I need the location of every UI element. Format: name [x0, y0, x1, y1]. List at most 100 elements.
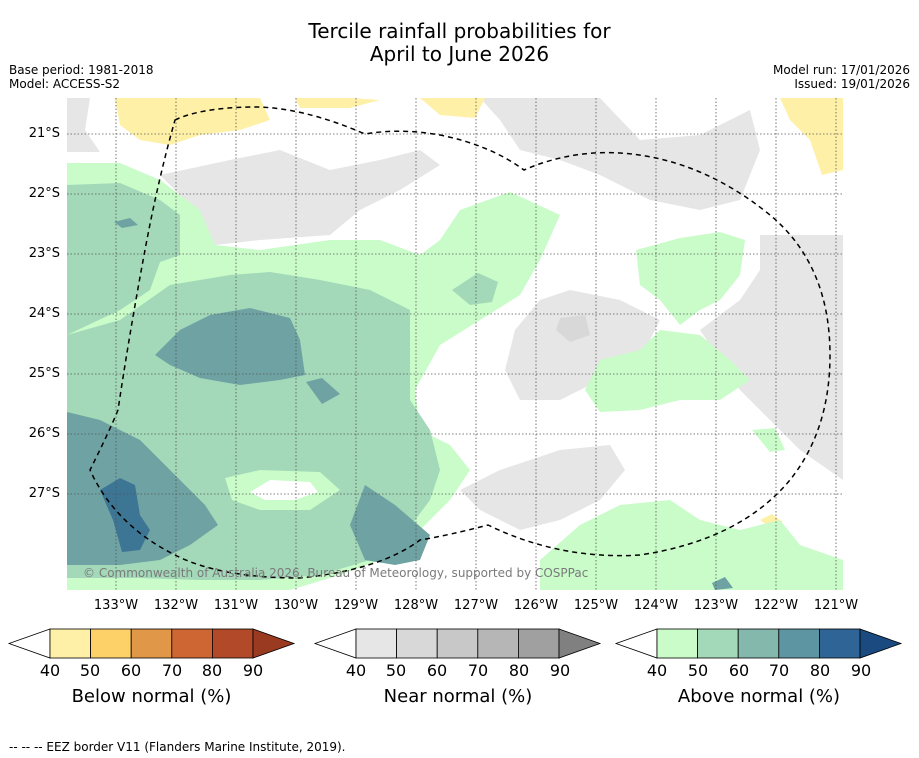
lat-label-23s: 23°S [28, 246, 60, 261]
cbar3-label: Above normal (%) [677, 686, 841, 707]
cbar1-segment-5 [211, 628, 254, 659]
above-normal-60-center [155, 308, 305, 385]
cbar1-tick-90: 90 [242, 661, 264, 680]
lat-label-27s: 27°S [28, 486, 60, 501]
cbar3-extend-high [859, 628, 903, 659]
cbar1-segment-1 [49, 628, 91, 659]
cbar1-segment-3 [130, 628, 173, 659]
lon-label-121w: 121°W [813, 598, 859, 613]
gridlines [67, 98, 843, 590]
above-normal-60-s [350, 485, 430, 565]
above-normal-50-blob [452, 273, 498, 305]
below-normal-region-ne [780, 98, 843, 175]
cbar2-tick-40: 40 [345, 661, 367, 680]
cbar3-segment-3 [737, 628, 780, 659]
cbar3-extend-low [614, 628, 658, 659]
no-signal-hole [250, 480, 318, 500]
above-normal-60-se [712, 577, 733, 590]
lon-label-129w: 129°W [333, 598, 379, 613]
cbar3-tick-70: 70 [768, 661, 790, 680]
lat-label-21s: 21°S [28, 126, 60, 141]
lon-label-130w: 130°W [273, 598, 319, 613]
near-normal-region-south [460, 445, 625, 530]
cbar2-label: Near normal (%) [383, 686, 533, 707]
cbar2-segment-2 [396, 628, 438, 659]
lat-label-24s: 24°S [28, 306, 60, 321]
cbar1-segment-4 [171, 628, 213, 659]
lon-label-132w: 132°W [153, 598, 199, 613]
above-normal-60-sw [67, 412, 218, 565]
base-period: Base period: 1981-2018 [9, 63, 154, 77]
lon-label-126w: 126°W [513, 598, 559, 613]
lon-label-122w: 122°W [753, 598, 799, 613]
cbar3-segment-5 [819, 628, 861, 659]
eez-border [89, 106, 831, 579]
cbar2-segment-5 [518, 628, 560, 659]
lat-label-26s: 26°S [28, 426, 60, 441]
cbar2-segment-3 [436, 628, 479, 659]
lon-label-127w: 127°W [453, 598, 499, 613]
cbar1-tick-80: 80 [201, 661, 223, 680]
above-normal-40-east [636, 232, 745, 325]
model-name: Model: ACCESS-S2 [9, 77, 121, 91]
cbar2-tick-50: 50 [385, 661, 407, 680]
lat-label-22s: 22°S [28, 186, 60, 201]
cbar2-extend-high [558, 628, 602, 659]
above-normal-40-se [540, 500, 843, 590]
cbar2-tick-90: 90 [549, 661, 571, 680]
cbar1-segment-2 [90, 628, 132, 659]
below-normal-region-n2 [420, 98, 485, 118]
cbar1-tick-70: 70 [161, 661, 183, 680]
cbar2-tick-60: 60 [426, 661, 448, 680]
near-normal-region-center [505, 290, 660, 400]
lon-label-128w: 128°W [393, 598, 439, 613]
cbar1-extend-high [252, 628, 296, 659]
lon-label-133w: 133°W [93, 598, 139, 613]
title-line-1: Tercile rainfall probabilities for [308, 19, 611, 43]
cbar3-tick-60: 60 [728, 661, 750, 680]
cbar3-segment-2 [697, 628, 739, 659]
meta-left: Base period: 1981-2018 Model: ACCESS-S2 [9, 63, 154, 91]
title-line-2: April to June 2026 [369, 42, 550, 66]
above-normal-60-tiny [114, 218, 138, 228]
issued-date: Issued: 19/01/2026 [794, 77, 910, 91]
cbar2-extend-low [313, 628, 357, 659]
cbar1-tick-40: 40 [39, 661, 61, 680]
lat-label-25s: 25°S [28, 366, 60, 381]
above-normal-70-sw [100, 478, 150, 552]
cbar3-segment-4 [778, 628, 820, 659]
below-normal-region-nw [115, 98, 270, 145]
cbar3-tick-90: 90 [850, 661, 872, 680]
above-normal-60-small [306, 378, 340, 404]
cbar2-segment-4 [477, 628, 519, 659]
above-normal-50-main [67, 183, 180, 335]
lon-label-123w: 123°W [693, 598, 739, 613]
cbar1-extend-low [7, 628, 51, 659]
above-normal-40-east2 [585, 330, 750, 412]
cbar1-label: Below normal (%) [71, 686, 232, 707]
near-normal-region-east [700, 235, 843, 480]
below-normal-region-n [295, 98, 380, 108]
lon-label-125w: 125°W [573, 598, 619, 613]
chart-title: Tercile rainfall probabilities for April… [0, 20, 919, 66]
footer-legend: -- -- -- EEZ border V11 (Flanders Marine… [9, 740, 346, 754]
cbar1-tick-50: 50 [79, 661, 101, 680]
cbar3-segment-1 [656, 628, 698, 659]
near-normal-region-nw [67, 98, 100, 152]
map-fields [67, 98, 843, 590]
near-normal-region-core [556, 315, 590, 342]
near-normal-region-ne [480, 98, 760, 210]
lon-label-124w: 124°W [633, 598, 679, 613]
cbar3-tick-40: 40 [646, 661, 668, 680]
cbar2-tick-70: 70 [467, 661, 489, 680]
meta-right: Model run: 17/01/2026 Issued: 19/01/2026 [773, 63, 910, 91]
near-normal-region-north [160, 150, 440, 245]
cbar3-tick-80: 80 [809, 661, 831, 680]
cbar2-tick-80: 80 [508, 661, 530, 680]
copyright-notice: © Commonwealth of Australia 2026, Bureau… [83, 566, 589, 580]
cbar2-segment-1 [355, 628, 397, 659]
cbar1-tick-60: 60 [120, 661, 142, 680]
lon-label-131w: 131°W [213, 598, 259, 613]
